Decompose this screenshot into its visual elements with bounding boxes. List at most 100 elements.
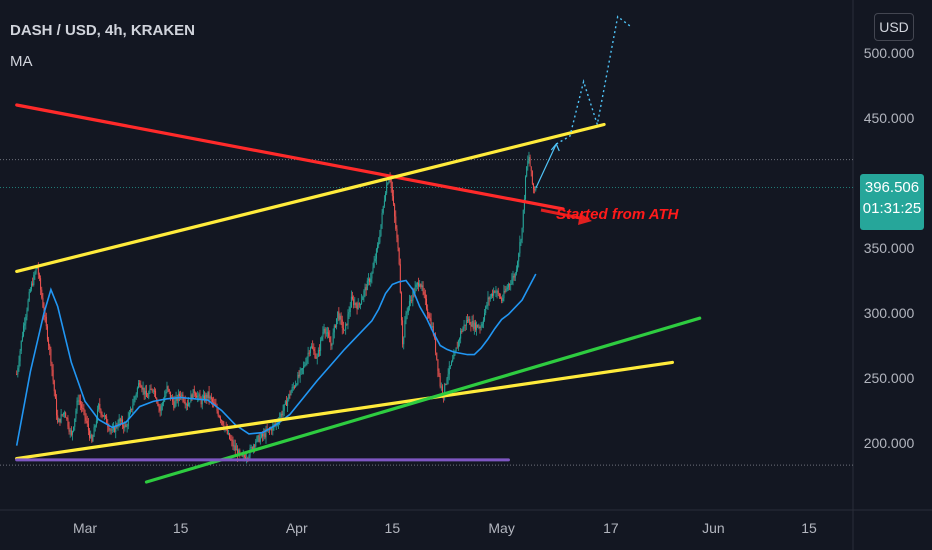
symbol-title[interactable]: DASH / USD, 4h, KRAKEN: [10, 22, 196, 39]
candle-body: [57, 415, 59, 423]
candle: [21, 331, 23, 342]
candle-body: [493, 291, 495, 296]
candle: [85, 413, 87, 424]
candle-body: [348, 312, 350, 315]
currency-button[interactable]: USD: [874, 13, 914, 41]
candle: [100, 408, 102, 418]
candle: [115, 421, 117, 439]
candle: [197, 391, 199, 403]
candle-body: [258, 435, 260, 442]
candle-body: [135, 393, 137, 397]
candle: [460, 327, 462, 344]
candle-body: [50, 349, 52, 363]
candle: [457, 339, 459, 351]
candle-body: [499, 297, 501, 299]
candle-body: [410, 300, 412, 302]
candle: [120, 415, 122, 424]
candle: [230, 434, 232, 442]
candle-body: [435, 337, 437, 353]
annotation-arrowhead: [578, 213, 592, 225]
candle: [410, 295, 412, 307]
candle: [318, 344, 320, 357]
candle-body: [139, 383, 141, 385]
candle-body: [501, 298, 503, 301]
candle-body: [52, 369, 54, 381]
indicator-label[interactable]: MA: [10, 53, 33, 70]
candle: [20, 340, 22, 354]
candle-body: [159, 407, 161, 411]
candle-body: [102, 415, 104, 417]
candle-body: [178, 393, 180, 397]
time-axis[interactable]: Mar 15 Apr 15 May 17 Jun 15: [73, 520, 817, 536]
candle: [523, 194, 525, 214]
candle-body: [525, 176, 527, 199]
candle: [470, 321, 472, 332]
candle: [50, 346, 52, 367]
candle: [109, 427, 111, 435]
candle-body: [199, 394, 201, 399]
candle-body: [509, 284, 511, 286]
candle-body: [451, 361, 453, 366]
candle: [169, 391, 171, 401]
candle-body: [172, 397, 174, 402]
candle-body: [519, 242, 521, 254]
candle-body: [484, 312, 486, 321]
candle-body: [67, 418, 69, 427]
candle: [227, 429, 229, 436]
candle-body: [76, 400, 78, 411]
candle: [331, 343, 333, 350]
candle: [519, 235, 521, 257]
candle: [359, 303, 361, 310]
candle-body: [130, 408, 132, 413]
candle-body: [303, 366, 305, 369]
candle: [81, 401, 83, 413]
candle-body: [447, 374, 449, 379]
candle: [484, 308, 486, 322]
candle-body: [362, 296, 364, 301]
candle: [385, 191, 387, 202]
candle-body: [369, 279, 371, 282]
price-axis[interactable]: 200.000250.000300.000350.000400.000450.0…: [864, 45, 915, 451]
candle-body: [329, 336, 331, 343]
candle-body: [407, 306, 409, 313]
candle: [33, 271, 35, 287]
candle-body: [133, 399, 135, 406]
candle-body: [35, 268, 37, 274]
candle: [153, 387, 155, 397]
candle-body: [287, 399, 289, 406]
candle: [264, 428, 266, 440]
candle: [521, 227, 523, 244]
candle: [495, 286, 497, 297]
candle: [130, 406, 132, 415]
candle-body: [514, 273, 516, 278]
candle-body: [504, 290, 506, 292]
candle: [486, 301, 488, 309]
candle: [317, 347, 319, 358]
candle: [437, 359, 439, 378]
candle-body: [381, 212, 383, 225]
candle-body: [428, 313, 430, 319]
candle: [58, 417, 60, 423]
candle: [337, 311, 339, 325]
candle: [91, 433, 93, 443]
candle-body: [233, 445, 235, 447]
candle: [504, 285, 506, 294]
candle: [511, 273, 513, 285]
candle: [348, 306, 350, 319]
candle-body: [463, 324, 465, 329]
candle: [176, 394, 178, 404]
candle: [141, 385, 143, 393]
candle-body: [452, 359, 454, 362]
candle-body: [455, 347, 457, 352]
candle: [419, 279, 421, 288]
candle-body: [282, 410, 284, 416]
candle-body: [412, 291, 414, 301]
projection-arrow: [535, 143, 557, 189]
candle-body: [183, 400, 185, 402]
candle-body: [359, 303, 361, 305]
candle-body: [357, 303, 359, 310]
candle-body: [430, 318, 432, 328]
candle-body: [326, 332, 328, 334]
candle-body: [444, 383, 446, 397]
